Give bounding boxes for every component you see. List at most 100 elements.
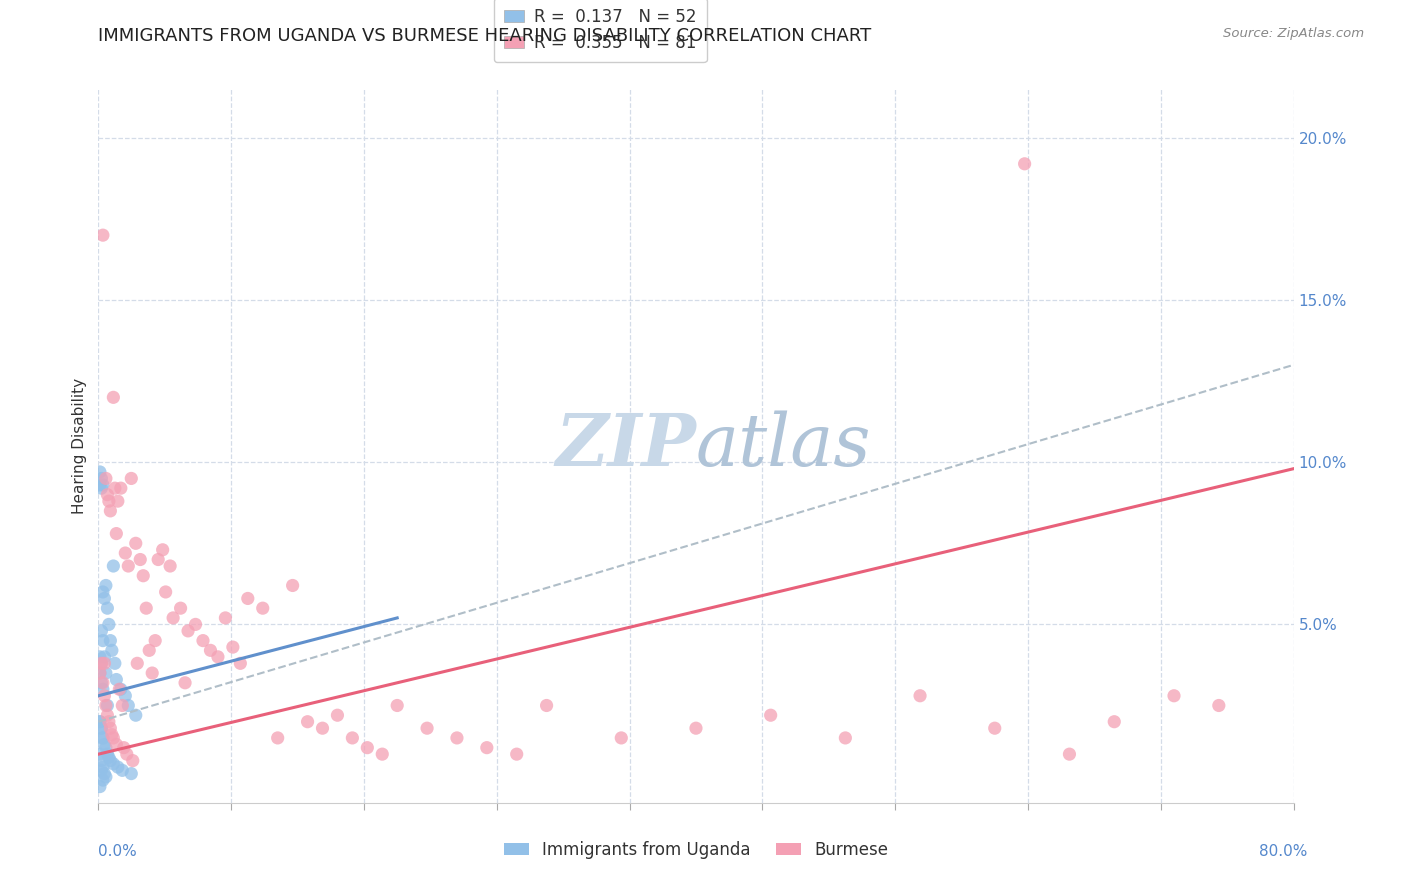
Point <box>89 666 111 681</box>
Point <box>93 649 115 664</box>
Point <box>93 766 115 780</box>
Point <box>174 675 197 690</box>
Point <box>297 714 319 729</box>
Point <box>90 721 112 735</box>
Point <box>326 708 349 723</box>
Point <box>117 559 139 574</box>
Point <box>177 624 200 638</box>
Point <box>96 488 118 502</box>
Point <box>96 601 118 615</box>
Point <box>111 764 134 778</box>
Point <box>214 611 236 625</box>
Point <box>141 666 163 681</box>
Point <box>159 559 181 574</box>
Text: Source: ZipAtlas.com: Source: ZipAtlas.com <box>1223 27 1364 40</box>
Point <box>1208 698 1230 713</box>
Point <box>94 578 117 592</box>
Point <box>127 657 149 671</box>
Point <box>110 481 132 495</box>
Point <box>90 657 112 671</box>
Point <box>93 657 115 671</box>
Point <box>90 624 112 638</box>
Point <box>117 698 139 713</box>
Point <box>94 698 117 713</box>
Point <box>98 504 122 518</box>
Point <box>93 591 115 606</box>
Point <box>281 578 304 592</box>
Point <box>108 682 131 697</box>
Point <box>162 611 184 625</box>
Point <box>89 747 111 761</box>
Point <box>91 478 114 492</box>
Point <box>90 481 112 495</box>
Point <box>91 633 114 648</box>
Point <box>90 754 112 768</box>
Point <box>98 721 122 735</box>
Point <box>94 770 117 784</box>
Point <box>1104 714 1126 729</box>
Point <box>114 546 136 560</box>
Legend: Immigrants from Uganda, Burmese: Immigrants from Uganda, Burmese <box>498 835 894 866</box>
Point <box>90 675 112 690</box>
Point <box>104 481 127 495</box>
Point <box>101 728 124 742</box>
Point <box>104 657 127 671</box>
Point <box>89 666 111 681</box>
Point <box>148 552 170 566</box>
Point <box>91 682 114 697</box>
Point <box>984 721 1007 735</box>
Point <box>105 526 128 541</box>
Point <box>120 766 142 780</box>
Point <box>342 731 364 745</box>
Point <box>89 780 111 794</box>
Point <box>120 471 142 485</box>
Text: IMMIGRANTS FROM UGANDA VS BURMESE HEARING DISABILITY CORRELATION CHART: IMMIGRANTS FROM UGANDA VS BURMESE HEARIN… <box>98 27 872 45</box>
Point <box>834 731 856 745</box>
Point <box>97 750 120 764</box>
Point <box>97 714 120 729</box>
Point <box>229 657 252 671</box>
Point <box>143 633 166 648</box>
Point <box>252 601 274 615</box>
Y-axis label: Hearing Disability: Hearing Disability <box>72 378 87 514</box>
Point <box>506 747 529 761</box>
Point <box>1163 689 1185 703</box>
Point <box>155 585 177 599</box>
Point <box>1014 157 1036 171</box>
Point <box>191 633 214 648</box>
Text: 80.0%: 80.0% <box>1260 845 1308 859</box>
Point <box>91 773 114 788</box>
Point <box>129 552 152 566</box>
Point <box>138 643 160 657</box>
Point <box>267 731 290 745</box>
Point <box>91 731 114 745</box>
Point <box>132 568 155 582</box>
Text: ZIP: ZIP <box>555 410 696 482</box>
Point <box>207 649 229 664</box>
Point <box>1059 747 1081 761</box>
Point <box>103 559 125 574</box>
Point <box>89 649 111 664</box>
Point <box>200 643 222 657</box>
Point <box>111 698 134 713</box>
Text: atlas: atlas <box>696 410 872 482</box>
Point <box>94 471 117 485</box>
Point <box>475 740 498 755</box>
Point <box>908 689 931 703</box>
Point <box>90 657 112 671</box>
Point <box>94 666 117 681</box>
Point <box>222 640 245 654</box>
Point <box>610 731 633 745</box>
Point <box>98 633 122 648</box>
Point <box>93 689 115 703</box>
Point <box>371 747 394 761</box>
Point <box>103 756 125 771</box>
Point <box>356 740 378 755</box>
Point <box>96 698 118 713</box>
Point <box>107 494 129 508</box>
Point <box>101 643 124 657</box>
Point <box>103 731 125 745</box>
Point <box>184 617 207 632</box>
Point <box>91 731 114 745</box>
Point <box>93 738 115 752</box>
